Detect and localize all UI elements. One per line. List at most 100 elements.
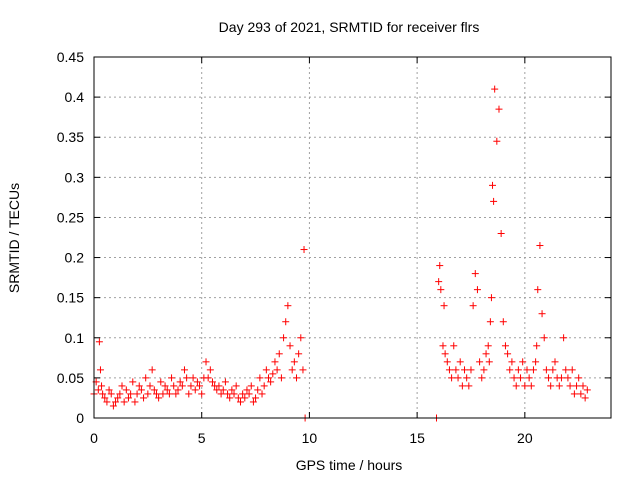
data-point [284, 302, 292, 310]
data-point [501, 342, 509, 350]
data-point [448, 374, 456, 382]
data-point [146, 382, 154, 390]
grid-lines [94, 57, 611, 418]
data-point [264, 374, 272, 382]
y-tick-label: 0.15 [57, 290, 84, 306]
x-tick-label: 5 [198, 430, 206, 446]
data-point [129, 378, 137, 386]
data-point [152, 390, 160, 398]
data-point [299, 366, 307, 374]
data-point [101, 394, 109, 402]
data-point [536, 242, 544, 250]
data-point [208, 378, 216, 386]
y-tick-label: 0.3 [65, 169, 85, 185]
data-point [467, 366, 475, 374]
y-tick-label: 0.4 [65, 89, 85, 105]
data-point [485, 358, 493, 366]
data-point [215, 382, 223, 390]
data-point [144, 390, 152, 398]
data-point [568, 366, 576, 374]
data-point [469, 302, 477, 310]
data-point [105, 386, 113, 394]
data-point [204, 374, 212, 382]
data-point [551, 358, 559, 366]
data-point [478, 374, 486, 382]
data-point [245, 390, 253, 398]
data-point [583, 386, 591, 394]
data-point [157, 378, 165, 386]
data-point [193, 378, 201, 386]
data-point [471, 270, 479, 278]
data-point [542, 366, 550, 374]
data-point [98, 382, 106, 390]
data-point [495, 105, 503, 113]
data-point [196, 382, 204, 390]
data-point [114, 394, 122, 402]
data-point [436, 262, 444, 270]
data-point [170, 382, 178, 390]
data-point [476, 358, 484, 366]
data-point [243, 386, 251, 394]
y-tick-label: 0.2 [65, 250, 85, 266]
data-point [109, 402, 117, 410]
data-point [230, 390, 238, 398]
data-point [521, 382, 529, 390]
data-point [96, 366, 104, 374]
data-point [437, 286, 445, 294]
data-point [570, 390, 578, 398]
data-point [277, 374, 285, 382]
data-point [191, 386, 199, 394]
data-point [258, 390, 266, 398]
data-point [487, 294, 495, 302]
data-point [286, 342, 294, 350]
data-point [519, 358, 527, 366]
data-point [254, 386, 262, 394]
data-point [529, 366, 537, 374]
data-point [226, 394, 234, 402]
data-point [514, 366, 522, 374]
x-axis-label: GPS time / hours [296, 457, 403, 473]
chart-title: Day 293 of 2021, SRMTID for receiver flr… [219, 19, 480, 35]
data-point [172, 390, 180, 398]
data-point [271, 358, 279, 366]
data-point [236, 398, 244, 406]
data-point [260, 382, 268, 390]
data-point [131, 398, 139, 406]
data-point [439, 342, 447, 350]
data-point [148, 366, 156, 374]
data-point [545, 374, 553, 382]
data-point [183, 374, 191, 382]
data-point [566, 382, 574, 390]
data-point [269, 370, 277, 378]
data-point [252, 394, 260, 402]
data-point [290, 358, 298, 366]
data-point [228, 386, 236, 394]
data-point [262, 366, 270, 374]
data-point [441, 350, 449, 358]
data-point [189, 374, 197, 382]
data-point [267, 378, 275, 386]
data-point [499, 318, 507, 326]
axis-ticks: 0 0.05 0.1 0.15 0.2 0.25 0.3 0.35 0.4 0.45 0 5 10 15 2… [57, 49, 611, 446]
data-point [122, 386, 130, 394]
data-point [282, 318, 290, 326]
data-point [452, 366, 460, 374]
data-point [534, 286, 542, 294]
data-point [256, 374, 264, 382]
data-point [165, 390, 173, 398]
x-tick-label: 10 [302, 430, 318, 446]
data-point [221, 378, 229, 386]
data-point [202, 358, 210, 366]
data-point [527, 382, 535, 390]
data-point [486, 318, 494, 326]
data-point [127, 390, 135, 398]
data-point [232, 382, 240, 390]
data-point [163, 386, 171, 394]
data-point [135, 382, 143, 390]
data-point [120, 398, 128, 406]
plot-frame [93, 56, 612, 419]
data-point [577, 390, 585, 398]
data-point [497, 229, 505, 237]
data-point [512, 382, 520, 390]
